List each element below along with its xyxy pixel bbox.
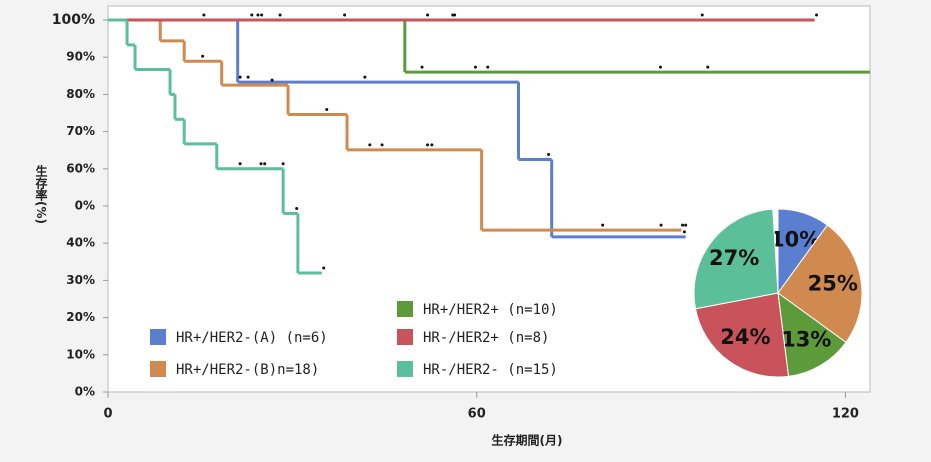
censor-mark — [420, 65, 424, 69]
censor-mark — [706, 65, 710, 69]
censor-mark — [473, 65, 477, 69]
y-tick-label: 60% — [66, 161, 95, 175]
legend-swatch — [150, 361, 166, 377]
pie-label: 24% — [720, 325, 770, 349]
censor-mark — [682, 230, 686, 234]
censor-mark — [430, 143, 434, 147]
legend-swatch — [397, 329, 413, 345]
y-tick-label: 30% — [66, 273, 95, 287]
censor-mark — [270, 78, 274, 82]
censor-mark — [343, 13, 347, 17]
censor-mark — [263, 162, 267, 166]
y-tick-label: 70% — [66, 124, 95, 138]
y-tick-label: 20% — [66, 310, 95, 324]
legend-label: HR+/HER2-(B)n=18) — [176, 362, 319, 378]
y-tick-label: 80% — [66, 87, 95, 101]
x-tick-label: 120 — [832, 407, 859, 422]
y-axis-label: 生存率(%) — [34, 165, 48, 224]
legend-label: HR+/HER2-(A) (n=6) — [176, 330, 328, 346]
censor-mark — [246, 75, 250, 79]
censor-mark — [453, 13, 457, 17]
censor-mark — [250, 13, 254, 17]
y-tick-label: 10% — [66, 347, 95, 361]
pie-label: 25% — [808, 271, 858, 295]
pie-slice — [694, 292, 790, 378]
censor-mark — [684, 223, 688, 227]
censor-mark — [681, 223, 685, 227]
censor-mark — [486, 65, 490, 69]
censor-mark — [322, 266, 326, 270]
y-tick-label: 0% — [75, 385, 95, 399]
censor-mark — [426, 143, 430, 147]
legend-swatch — [150, 329, 166, 345]
pie-label: 27% — [709, 246, 759, 270]
x-tick-label: 0 — [103, 407, 112, 422]
legend-label: HR+/HER2+ (n=10) — [423, 302, 558, 318]
censor-mark — [325, 107, 329, 111]
censor-mark — [658, 65, 662, 69]
censor-mark — [238, 75, 242, 79]
censor-mark — [201, 54, 205, 58]
pie-slice — [777, 224, 863, 344]
pie-label: 13% — [781, 328, 831, 352]
censor-mark — [238, 162, 242, 166]
y-tick-label: 100% — [52, 12, 95, 28]
x-tick-label: 60 — [468, 407, 486, 422]
censor-mark — [259, 162, 263, 166]
censor-mark — [256, 13, 260, 17]
y-tick-label: 90% — [66, 50, 95, 64]
x-axis-label: 生存期間(月) — [492, 433, 563, 448]
y-tick-label: 0% — [75, 199, 95, 213]
legend-swatch — [397, 301, 413, 317]
censor-mark — [659, 223, 663, 227]
censor-mark — [278, 13, 282, 17]
pie-slice — [777, 291, 847, 377]
censor-mark — [380, 143, 384, 147]
censor-mark — [295, 206, 299, 210]
censor-mark — [202, 13, 206, 17]
censor-mark — [815, 13, 819, 17]
legend-label: HR-/HER2+ (n=8) — [423, 330, 549, 346]
censor-mark — [368, 143, 372, 147]
censor-mark — [281, 162, 285, 166]
legend-label: HR-/HER2- (n=15) — [423, 362, 558, 378]
censor-mark — [601, 223, 605, 227]
censor-mark — [363, 75, 367, 79]
legend-swatch — [397, 361, 413, 377]
censor-mark — [700, 13, 704, 17]
censor-mark — [426, 13, 430, 17]
censor-mark — [547, 153, 551, 156]
y-tick-label: 40% — [66, 236, 95, 250]
pie-slice — [693, 208, 779, 310]
censor-mark — [260, 13, 264, 17]
